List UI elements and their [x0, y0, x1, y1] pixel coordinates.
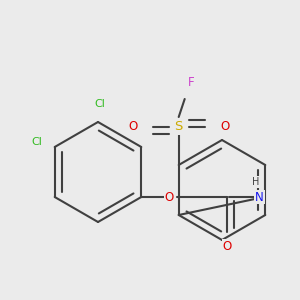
Text: N: N: [255, 190, 264, 203]
Text: O: O: [220, 121, 229, 134]
Text: Cl: Cl: [31, 137, 42, 147]
Text: O: O: [128, 121, 137, 134]
Text: F: F: [188, 76, 194, 89]
Text: S: S: [175, 121, 183, 134]
Text: Cl: Cl: [94, 99, 105, 109]
Text: H: H: [252, 177, 259, 187]
Text: O: O: [223, 239, 232, 253]
Text: O: O: [165, 190, 174, 203]
